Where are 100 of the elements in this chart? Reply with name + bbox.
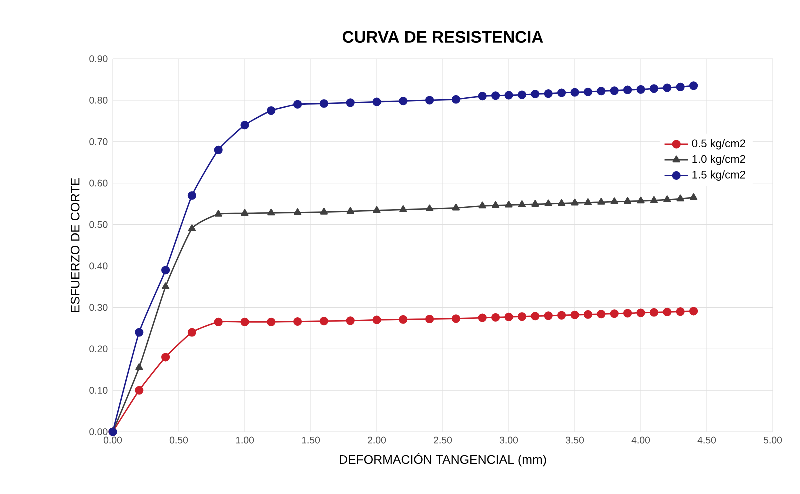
y-tick-label: 0.60 [90,180,108,187]
point [478,202,486,209]
point [584,88,593,96]
point [571,198,579,206]
point [664,196,672,202]
point [492,92,500,100]
point [188,191,196,200]
point [610,310,619,318]
point [267,318,276,326]
point [504,91,514,100]
x-tick-label: 1.00 [236,436,254,444]
point [518,200,526,208]
point [399,315,408,324]
y-tick-label: 0.50 [90,221,108,228]
y-tick-label: 0.70 [90,138,108,146]
point [584,310,593,320]
y-tick-label: 0.20 [90,346,108,353]
point [162,282,170,290]
point [558,311,566,320]
point [570,310,580,320]
y-tick-label: 0.90 [90,56,108,62]
point [346,316,355,326]
point [531,90,540,99]
y-tick-label: 0.80 [90,97,108,104]
point [294,317,302,326]
point [136,363,144,370]
point [452,314,460,324]
point [372,98,382,106]
point [372,316,382,324]
point [610,198,618,204]
point [320,99,328,108]
point [320,208,328,215]
x-tick-label: 0.50 [170,436,188,444]
point [188,328,196,337]
x-tick-label: 4.50 [698,436,716,444]
y-axis-title: ESFUERZO DE CORTE [70,178,80,312]
point [663,308,672,317]
point [532,200,540,207]
point [610,86,619,96]
point [188,224,196,232]
point [663,84,672,92]
point [162,266,170,275]
point [162,353,170,362]
legend-label: 1.5 kg/cm2 [692,170,746,181]
point [320,317,328,326]
point [636,308,646,318]
point [650,196,658,204]
point [584,198,592,206]
point [598,198,606,205]
x-tick-label: 3.50 [566,436,584,444]
point [544,90,553,98]
point [636,85,646,94]
x-tick-label: 1.50 [302,436,320,444]
point [135,328,144,337]
point [294,100,302,109]
point [637,196,645,204]
legend-label: 1.0 kg/cm2 [692,155,746,166]
point [426,204,434,212]
point [544,312,553,320]
point [505,201,513,208]
point [597,87,606,96]
y-tick-label: 0.00 [90,428,108,436]
point [399,96,408,106]
point [650,84,658,94]
point [240,121,250,130]
point [452,95,460,104]
y-tick-label: 0.40 [90,262,108,270]
point [294,208,302,216]
x-axis-title: DEFORMACIÓN TANGENCIAL (mm) [340,453,546,467]
point [478,314,487,322]
point [135,386,144,395]
point [346,98,355,108]
x-tick-label: 4.00 [632,436,650,444]
point [690,194,698,200]
x-tick-label: 3.00 [500,436,518,444]
x-tick-label: 5.00 [764,436,782,444]
point [544,200,552,207]
point [531,312,540,321]
point [373,206,381,214]
chart-title: CURVA DE RESISTENCIA [342,31,544,44]
point [240,318,250,326]
x-tick-label: 0.00 [104,436,122,444]
point [690,82,698,90]
point [241,209,249,216]
point [492,201,500,208]
point [346,207,354,214]
legend-label: 0.5 kg/cm2 [692,139,746,150]
point [478,92,487,101]
point [426,314,434,324]
point [676,308,685,316]
point [268,208,276,216]
x-tick-label: 2.50 [434,436,452,444]
point [452,204,460,211]
point [676,194,684,202]
point [267,106,276,116]
y-tick-label: 0.30 [90,304,108,312]
point [518,312,526,322]
point [597,310,606,319]
point [504,312,514,322]
x-tick-label: 2.00 [368,436,386,444]
